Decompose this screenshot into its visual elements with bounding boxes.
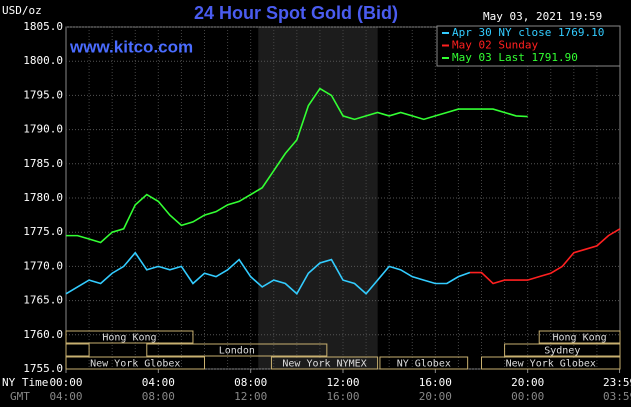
y-tick-label: 1755.0 bbox=[23, 362, 63, 375]
session-box bbox=[481, 356, 621, 370]
session-box bbox=[379, 356, 469, 370]
session-label: New York NYMEX bbox=[282, 359, 366, 370]
x-tick-label: 12:00 bbox=[326, 376, 359, 389]
x-tick-label: 16:00 bbox=[419, 376, 452, 389]
y-tick-label: 1785.0 bbox=[23, 157, 63, 170]
legend-box bbox=[436, 25, 621, 67]
session-box bbox=[65, 343, 90, 357]
session-label: London bbox=[219, 346, 255, 357]
y-tick-label: 1795.0 bbox=[23, 88, 63, 101]
session-box bbox=[65, 330, 194, 344]
session-label: NY Globex bbox=[397, 359, 451, 370]
session-box bbox=[65, 356, 205, 370]
session-label: Sydney bbox=[544, 346, 580, 357]
session-box bbox=[538, 330, 621, 344]
series-line bbox=[66, 87, 528, 244]
y-tick-label: 1770.0 bbox=[23, 259, 63, 272]
x2-tick-label: 03:59 bbox=[603, 390, 631, 403]
session-label: New York Globex bbox=[506, 359, 596, 370]
legend-label: May 03 Last 1791.90 bbox=[452, 51, 578, 64]
site-label: www.kitco.com bbox=[69, 37, 193, 56]
x2-tick-label: 04:00 bbox=[49, 390, 82, 403]
x2-tick-label: 16:00 bbox=[326, 390, 359, 403]
x2-tick-label: 08:00 bbox=[142, 390, 175, 403]
session-box bbox=[504, 343, 621, 357]
y-tick-label: 1760.0 bbox=[23, 328, 63, 341]
session-box bbox=[270, 356, 379, 370]
chart-title: 24 Hour Spot Gold (Bid) bbox=[194, 3, 398, 23]
x2-tick-label: 00:00 bbox=[511, 390, 544, 403]
y-tick-label: 1805.0 bbox=[23, 20, 63, 33]
x2-axis-label: GMT bbox=[10, 390, 30, 403]
session-label: Hong Kong bbox=[553, 333, 607, 344]
legend-label: Apr 30 NY close 1769.10 bbox=[452, 26, 604, 39]
x2-tick-label: 12:00 bbox=[234, 390, 267, 403]
session-label: New York Globex bbox=[90, 359, 180, 370]
y-tick-label: 1765.0 bbox=[23, 294, 63, 307]
series-line bbox=[469, 228, 621, 285]
y-tick-label: 1800.0 bbox=[23, 54, 63, 67]
x-tick-label: 04:00 bbox=[142, 376, 175, 389]
timestamp: May 03, 2021 19:59 bbox=[483, 10, 602, 23]
x-tick-label: 23:59 bbox=[603, 376, 631, 389]
x-tick-label: 08:00 bbox=[234, 376, 267, 389]
x-axis-label: NY Time bbox=[2, 376, 48, 389]
x-tick-label: 00:00 bbox=[49, 376, 82, 389]
series-line bbox=[65, 251, 471, 296]
session-box bbox=[146, 343, 328, 357]
x-tick-label: 20:00 bbox=[511, 376, 544, 389]
session-label: Hong Kong bbox=[102, 333, 156, 344]
y-tick-label: 1790.0 bbox=[23, 123, 63, 136]
legend-label: May 02 Sunday bbox=[452, 39, 538, 52]
x2-tick-label: 20:00 bbox=[419, 390, 452, 403]
y-tick-label: 1780.0 bbox=[23, 191, 63, 204]
y-axis-label: USD/oz bbox=[2, 4, 42, 17]
y-tick-label: 1775.0 bbox=[23, 225, 63, 238]
